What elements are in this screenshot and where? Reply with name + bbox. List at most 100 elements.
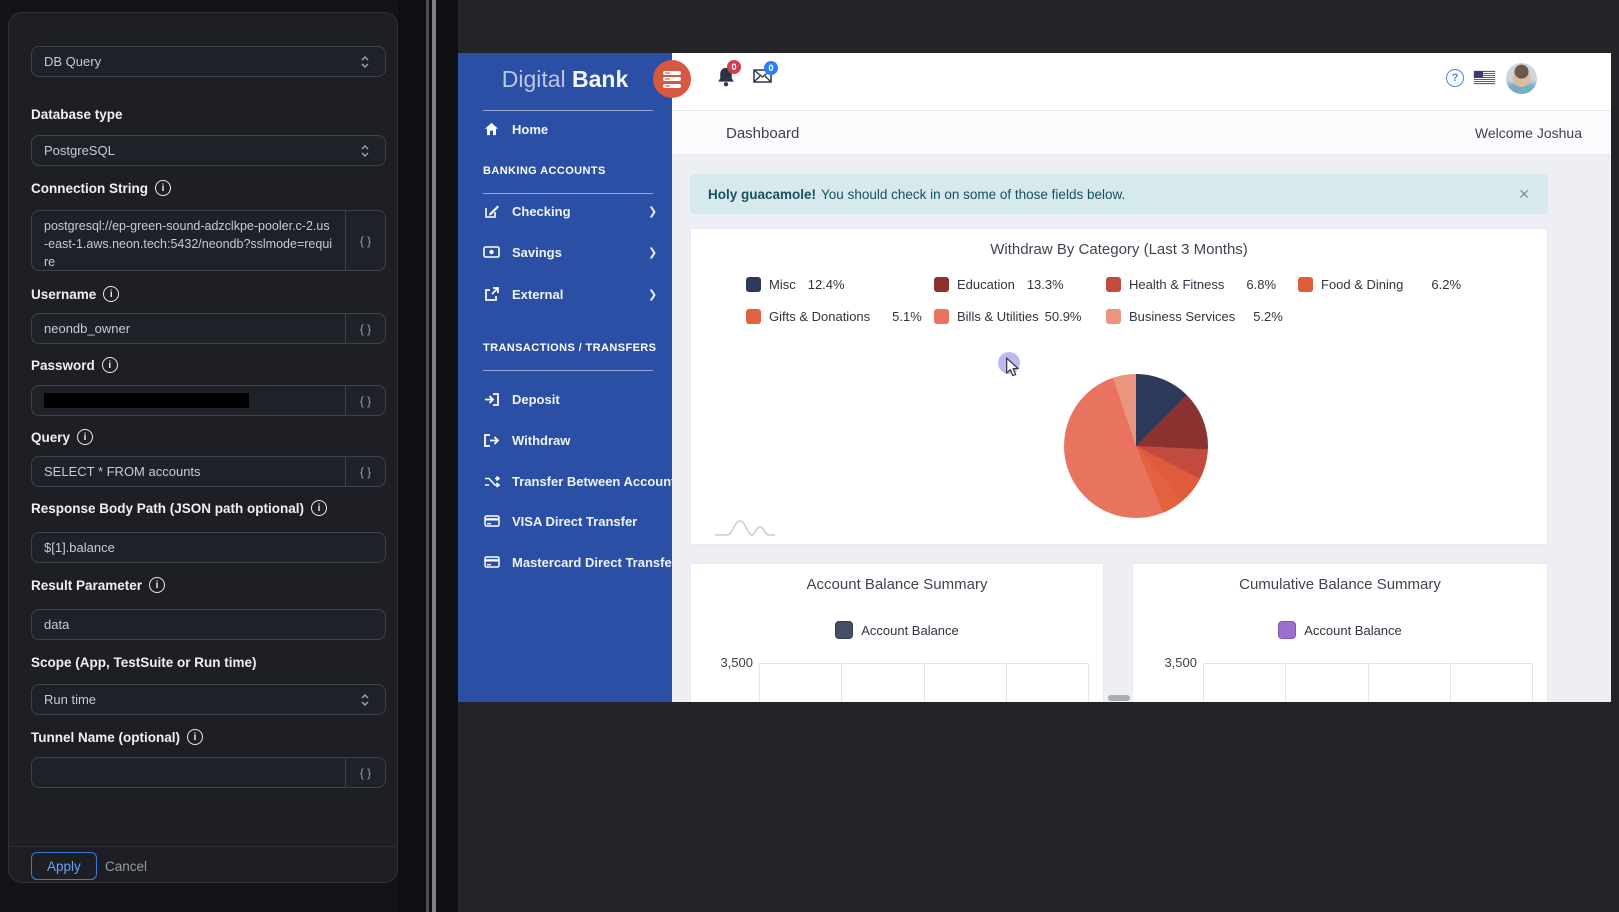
bar-chart-title: Cumulative Balance Summary [1239,576,1441,593]
sidebar-item-external[interactable]: External ❯ [458,283,672,305]
horizontal-scrollbar-thumb[interactable] [1108,695,1130,701]
info-icon[interactable]: i [155,180,171,196]
sidebar-divider [483,193,653,194]
legend-item-education[interactable]: Education 13.3% [934,277,1064,292]
connection-string-field[interactable]: postgresql://ep-green-sound-adzclkpe-poo… [31,210,386,271]
sidebar-item-withdraw[interactable]: Withdraw [458,429,672,451]
gridline [1203,663,1204,702]
gridline [1285,663,1286,702]
info-icon[interactable]: i [187,729,203,745]
redacted-password-value [44,393,249,408]
legend-item-business-services[interactable]: Business Services 5.2% [1106,309,1283,324]
scrollbar-track[interactable] [426,0,429,912]
insert-variable-button[interactable]: { } [345,314,385,343]
tunnel-name-label: Tunnel Name (optional) i [31,729,386,745]
sidebar-item-home[interactable]: Home [458,118,672,140]
user-avatar[interactable] [1506,63,1537,94]
username-label: Username i [31,286,386,302]
result-parameter-field[interactable]: data [31,609,386,640]
response-body-path-field[interactable]: $[1].balance [31,532,386,563]
chevron-right-icon: ❯ [648,205,658,218]
gridline [1450,663,1451,702]
shuffle-icon [483,475,500,488]
gridline [1532,663,1533,702]
cancel-button[interactable]: Cancel [105,858,148,874]
gridline [924,663,925,702]
section-title-banking-accounts: BANKING ACCOUNTS [483,165,606,177]
sidebar-item-mastercard-direct-transfer[interactable]: Mastercard Direct Transfer [458,551,677,573]
scope-select[interactable]: Run time [31,684,386,715]
sidebar-item-savings[interactable]: Savings ❯ [458,241,672,263]
username-value: neondb_owner [44,321,131,336]
legend-item-food-dining[interactable]: Food & Dining 6.2% [1298,277,1461,292]
insert-variable-button[interactable]: { } [345,386,385,415]
query-value: SELECT * FROM accounts [44,464,201,479]
password-field[interactable]: { } [31,385,386,416]
bar-chart-title: Account Balance Summary [806,576,988,593]
sparkline-watermark-icon [715,520,775,536]
sidebar-item-checking[interactable]: Checking ❯ [458,200,672,222]
database-type-select[interactable]: PostgreSQL [31,135,386,166]
sidebar-item-visa-direct-transfer[interactable]: VISA Direct Transfer [458,510,672,532]
info-icon[interactable]: i [149,577,166,593]
help-icon[interactable]: ? [1446,69,1464,87]
username-field[interactable]: neondb_owner { } [31,313,386,344]
sidebar-item-deposit[interactable]: Deposit [458,388,672,410]
sidebar-toggle-button[interactable] [653,60,691,98]
close-icon[interactable]: ✕ [1518,185,1530,202]
legend-item-misc[interactable]: Misc 12.4% [746,277,845,292]
digital-bank-app: Digital Bank Home BANKING ACCOUNTS Check… [458,53,1611,702]
messages-button[interactable]: 0 [753,61,778,83]
bell-badge: 0 [727,60,741,74]
info-icon[interactable]: i [77,429,94,445]
scope-label: Scope (App, TestSuite or Run time) [31,655,257,670]
insert-variable-button[interactable]: { } [345,211,385,270]
money-icon [483,246,500,258]
edit-icon [483,203,500,219]
response-body-path-value: $[1].balance [44,540,115,555]
connection-string-value: postgresql://ep-green-sound-adzclkpe-poo… [44,219,333,270]
credit-card-icon [483,556,500,568]
gridline [841,663,842,702]
tunnel-name-field[interactable]: { } [31,757,386,788]
legend-item-gifts-donations[interactable]: Gifts & Donations 5.1% [746,309,922,324]
notifications-bell-button[interactable]: 0 [716,60,741,88]
external-link-icon [483,286,500,302]
action-type-select[interactable]: DB Query [31,46,386,77]
info-icon[interactable]: i [103,286,120,302]
sign-in-icon [483,392,500,406]
insert-variable-button[interactable]: { } [345,758,385,787]
legend-item-health-fitness[interactable]: Health & Fitness 6.8% [1106,277,1276,292]
database-type-value: PostgreSQL [44,143,115,158]
password-label: Password i [31,357,386,373]
home-icon [483,122,500,136]
section-title-transactions: TRANSACTIONS / TRANSFERS [483,342,657,354]
legend-item-bills-utilities[interactable]: Bills & Utilities 50.9% [934,309,1082,324]
language-flag-icon[interactable] [1474,71,1495,84]
gridline [1088,663,1089,702]
legend-swatch [1278,621,1297,639]
scope-value: Run time [44,692,97,707]
pie-chart[interactable] [1064,374,1208,518]
sidebar-divider [483,370,653,371]
y-axis-tick: 3,500 [1164,655,1197,670]
apply-button[interactable]: Apply [31,852,97,880]
bar-chart-legend[interactable]: Account Balance [1133,621,1547,639]
chevron-right-icon: ❯ [648,288,658,301]
bank-sidebar: Digital Bank Home BANKING ACCOUNTS Check… [458,53,683,702]
result-parameter-label: Result Parameter i [31,577,386,593]
info-icon[interactable]: i [101,357,118,373]
bar-chart-legend[interactable]: Account Balance [691,621,1103,639]
insert-variable-button[interactable]: { } [345,457,385,486]
scrollbar-thumb[interactable] [432,0,436,912]
legend-swatch [835,621,854,639]
chevron-up-down-icon [345,136,385,165]
info-icon[interactable]: i [311,500,328,516]
gridline [1006,663,1007,702]
credit-card-icon [483,515,500,527]
query-field[interactable]: SELECT * FROM accounts { } [31,456,386,487]
sidebar-item-transfer-between-accounts[interactable]: Transfer Between Accounts [458,470,683,492]
gridline [759,663,760,702]
legend-swatch [746,309,761,324]
